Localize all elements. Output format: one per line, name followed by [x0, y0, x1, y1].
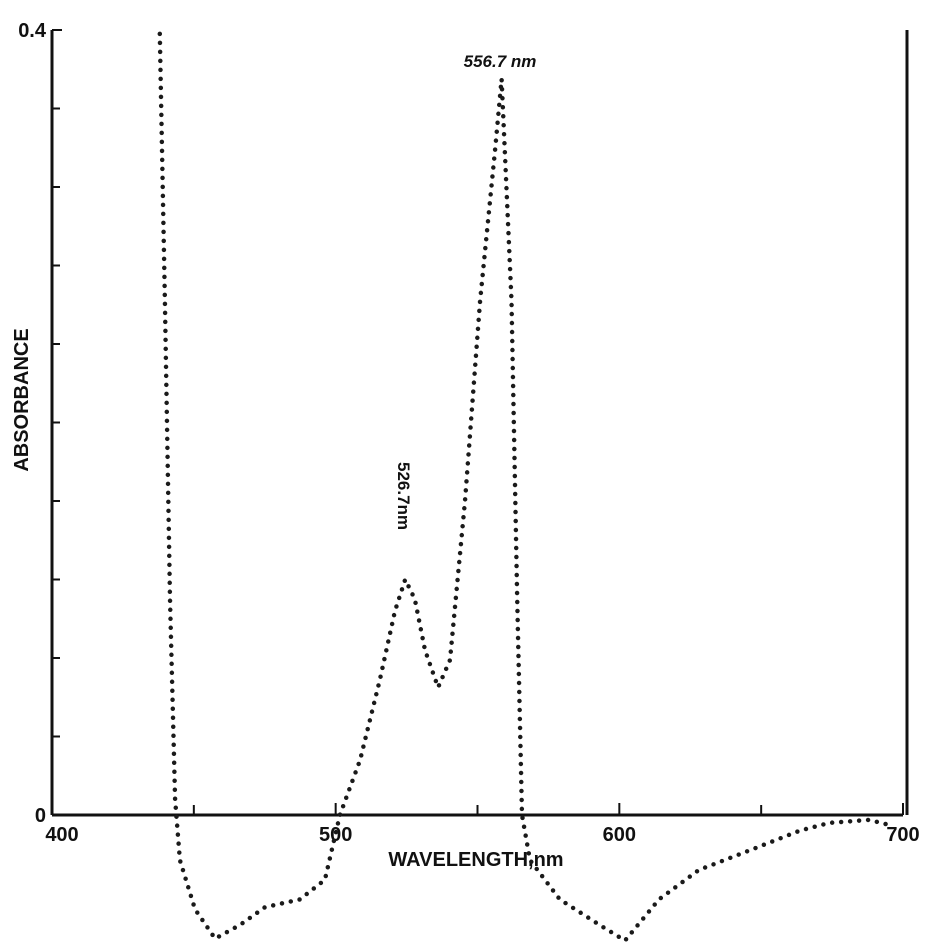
spectrum-line [157, 31, 892, 944]
peak-annotation: 556.7 nm [464, 52, 537, 71]
peak-annotation: 526.7nm [394, 462, 413, 530]
y-tick-label: 0.4 [18, 20, 47, 42]
x-tick-label: 600 [603, 824, 636, 846]
x-tick-label: 400 [45, 824, 78, 846]
y-tick-label: 0 [35, 805, 46, 827]
x-axis-label: WAVELENGTH,nm [388, 849, 563, 871]
x-tick-label: 700 [886, 824, 919, 846]
x-tick-label: 500 [319, 824, 352, 846]
y-axis-label: ABSORBANCE [11, 328, 33, 471]
